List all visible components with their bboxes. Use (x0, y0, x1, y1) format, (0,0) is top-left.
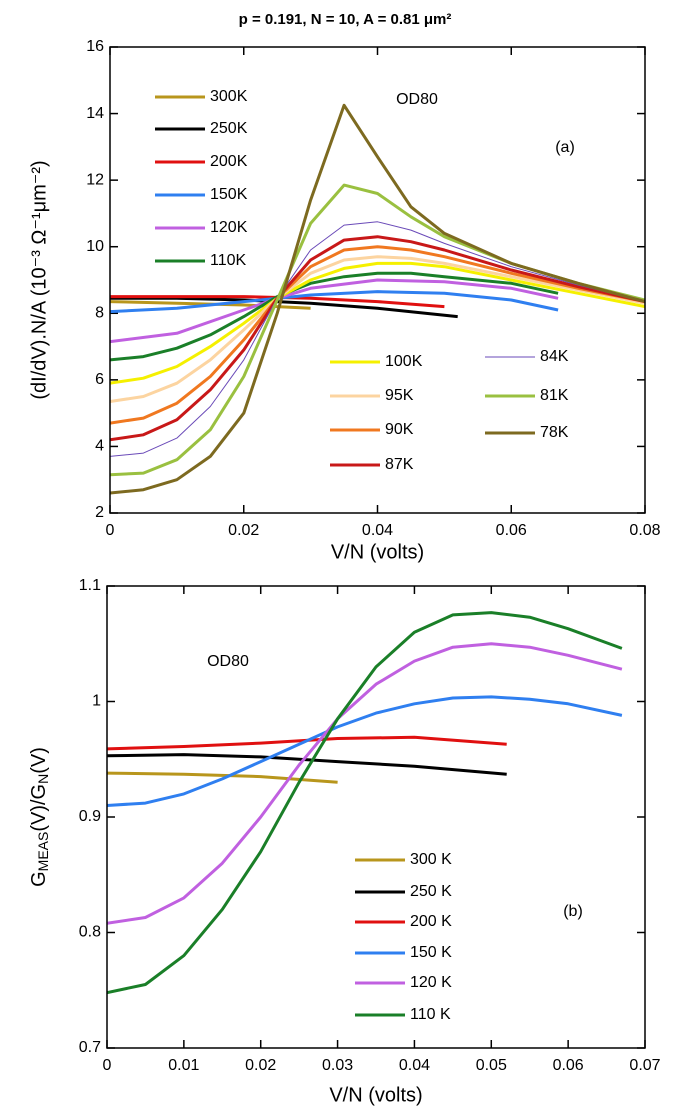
legend-label: 300K (210, 88, 248, 105)
series-line (110, 290, 559, 314)
series-line (107, 611, 623, 995)
legend-label: 150 K (410, 944, 452, 961)
y-axis-label-part: (V) (28, 747, 50, 774)
y-tick-label: 12 (86, 171, 104, 188)
y-axis-label-part: G (28, 871, 50, 887)
x-tick-label: 0.02 (245, 1057, 276, 1074)
x-tick-label: 0 (103, 1057, 112, 1074)
legend-label: 150K (210, 186, 248, 203)
y-axis-label-part: (V)/G (28, 784, 50, 832)
series-line (110, 103, 645, 495)
legend-label: 87K (385, 456, 414, 473)
y-axis-label: (dI/dV).N/A (10⁻³ Ω⁻¹μm⁻²) (28, 160, 50, 399)
x-tick-label: 0.04 (362, 522, 393, 539)
y-tick-label: 10 (86, 238, 104, 255)
x-axis-label: V/N (volts) (329, 1084, 422, 1106)
x-tick-label: 0.01 (168, 1057, 199, 1074)
x-tick-label: 0.08 (629, 522, 660, 539)
legend-label: 200 K (410, 913, 452, 930)
legend-label: 120K (210, 219, 248, 236)
y-axis-label-part: N (35, 774, 51, 784)
series-line (110, 221, 645, 457)
legend-label: 81K (540, 387, 569, 404)
plot-area (107, 611, 623, 995)
plot-frame (109, 46, 646, 514)
y-tick-label: 0.8 (79, 924, 101, 941)
y-tick-label: 1.1 (79, 577, 101, 594)
x-tick-label: 0.06 (553, 1057, 584, 1074)
legend-label: 84K (540, 348, 569, 365)
series-line (110, 278, 559, 344)
legend-label: 90K (385, 421, 414, 438)
x-tick-label: 0.04 (399, 1057, 430, 1074)
series-line (107, 642, 623, 925)
series-line (110, 261, 645, 385)
series-line (110, 271, 559, 362)
x-tick-label: 0 (106, 522, 115, 539)
annotation: OD80 (207, 653, 249, 670)
series-line (110, 235, 645, 442)
x-tick-label: 0.02 (228, 522, 259, 539)
legend-label: 110 K (410, 1006, 451, 1023)
annotation: OD80 (396, 91, 438, 108)
legend-label: 250 K (410, 883, 452, 900)
legend-label: 110K (210, 252, 247, 269)
legend-label: 95K (385, 387, 414, 404)
legend-label: 120 K (410, 974, 452, 991)
legend-label: 78K (540, 424, 569, 441)
y-axis-label-part: MEAS (35, 832, 51, 872)
x-tick-label: 0.06 (496, 522, 527, 539)
y-tick-label: 0.9 (79, 808, 101, 825)
annotation: (b) (563, 903, 583, 920)
legend-label: 300 K (410, 851, 452, 868)
annotation: (a) (555, 139, 575, 156)
legend-label: 250K (210, 120, 248, 137)
plot-area (110, 103, 645, 495)
y-tick-label: 2 (95, 504, 104, 521)
y-tick-label: 0.7 (79, 1039, 101, 1056)
series-line (110, 245, 645, 425)
x-tick-label: 0.03 (322, 1057, 353, 1074)
x-tick-label: 0.07 (629, 1057, 660, 1074)
plot-frame (106, 585, 646, 1049)
y-tick-label: 8 (95, 305, 104, 322)
legend-label: 100K (385, 353, 423, 370)
series-line (107, 695, 623, 807)
y-axis-label: GMEAS(V)/GN(V) (28, 747, 51, 887)
y-tick-label: 4 (95, 438, 104, 455)
legend-label: 200K (210, 153, 248, 170)
x-axis-label: V/N (volts) (331, 541, 424, 563)
y-tick-label: 6 (95, 371, 104, 388)
series-line (107, 735, 507, 751)
chart-title: p = 0.191, N = 10, A = 0.81 μm² (239, 11, 452, 28)
y-tick-label: 1 (92, 693, 101, 710)
series-line (107, 753, 507, 776)
y-tick-label: 14 (86, 105, 104, 122)
y-tick-label: 16 (86, 38, 104, 55)
x-tick-label: 0.05 (476, 1057, 507, 1074)
series-line (110, 255, 645, 403)
